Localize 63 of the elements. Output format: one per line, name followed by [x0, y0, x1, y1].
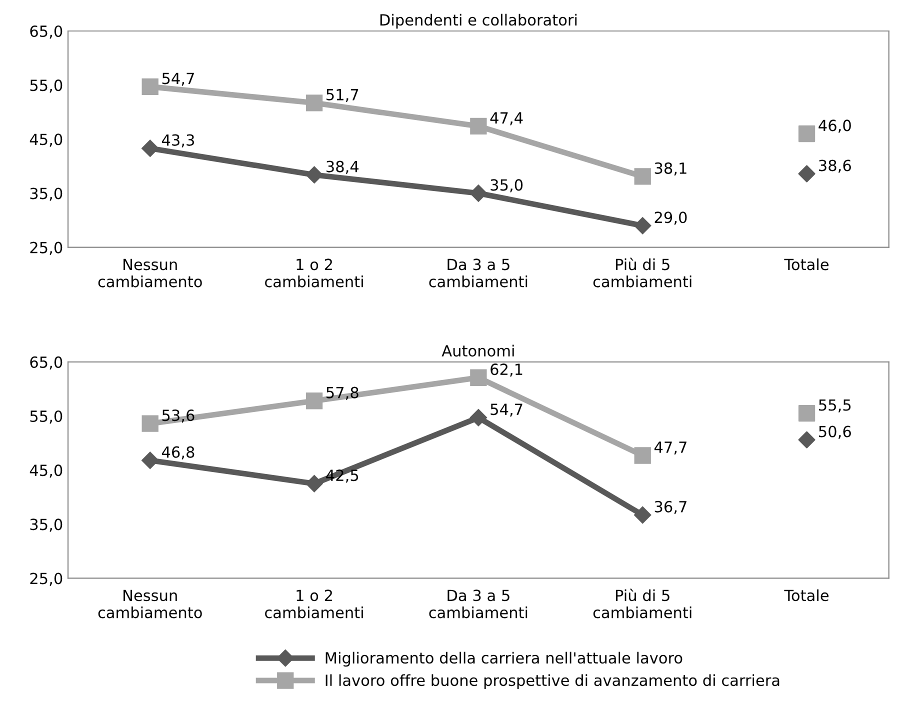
point — [634, 217, 652, 234]
data-label: 43,3 — [162, 134, 194, 148]
data-label: 47,7 — [654, 442, 686, 455]
x-tick-label: Più di 5 cambiamenti — [593, 588, 692, 618]
point — [142, 78, 158, 96]
data-label: 62,1 — [490, 364, 522, 377]
data-label: 36,7 — [654, 500, 686, 514]
point — [306, 392, 323, 410]
data-label: 38,4 — [326, 160, 359, 174]
y-tick-label: 35,0 — [30, 518, 62, 532]
data-label: 57,8 — [326, 386, 358, 400]
point — [798, 165, 816, 182]
chart-title: Autonomi — [442, 344, 514, 357]
data-label: 55,5 — [819, 399, 851, 412]
point — [634, 447, 651, 464]
point — [142, 452, 159, 469]
data-label: 50,6 — [819, 426, 851, 439]
data-label: 38,1 — [654, 162, 686, 176]
point — [634, 168, 651, 185]
point — [470, 118, 487, 135]
legend-label: Il lavoro offre buone prospettive di avanzamento di carriera — [326, 674, 780, 690]
data-label: 46,8 — [162, 446, 194, 460]
point — [306, 94, 323, 112]
y-tick-label: 45,0 — [30, 134, 62, 147]
point — [470, 369, 487, 386]
data-label: 53,6 — [162, 410, 194, 423]
data-label: 54,7 — [490, 404, 522, 417]
legend-label: Miglioramento della carriera nell'attuale lavoro — [326, 652, 682, 667]
point — [470, 184, 487, 202]
x-tick-label: Totale — [784, 589, 829, 602]
data-label: 29,0 — [654, 212, 687, 225]
data-label: 38,6 — [819, 160, 851, 173]
point — [306, 475, 323, 492]
data-label: 54,7 — [162, 72, 194, 86]
point — [634, 506, 652, 524]
point — [798, 125, 816, 142]
point — [798, 404, 816, 422]
x-tick-label: 1 o 2 cambiamenti — [265, 590, 363, 618]
point — [306, 166, 323, 184]
x-tick-label: Nessun cambiamento — [98, 590, 202, 618]
point — [470, 409, 487, 426]
data-label: 51,7 — [326, 89, 358, 102]
y-tick-label: 45,0 — [30, 464, 62, 478]
y-tick-label: 25,0 — [30, 242, 62, 255]
x-tick-label: 1 o 2 cambiamenti — [265, 258, 363, 288]
point — [142, 140, 159, 157]
x-tick-label: Più di 5 cambiamenti — [593, 258, 692, 288]
y-tick-label: 65,0 — [30, 25, 62, 39]
chart-title: Dipendenti e collaboratori — [380, 14, 577, 29]
x-tick-label: Totale — [784, 258, 829, 270]
x-tick-label: Da 3 a 5 cambiamenti — [429, 258, 528, 288]
point — [798, 431, 816, 448]
y-tick-label: 35,0 — [30, 188, 62, 201]
x-tick-label: Da 3 a 5 cambiamenti — [429, 590, 528, 618]
x-tick-label: Nessun cambiamento — [98, 258, 202, 288]
point — [142, 415, 158, 432]
y-tick-label: 65,0 — [30, 356, 62, 370]
data-label: 35,0 — [490, 179, 523, 192]
y-tick-label: 25,0 — [30, 572, 62, 586]
y-tick-label: 55,0 — [30, 410, 62, 424]
y-tick-label: 55,0 — [30, 80, 62, 93]
data-label: 46,0 — [818, 120, 851, 133]
data-label: 47,4 — [490, 112, 523, 126]
